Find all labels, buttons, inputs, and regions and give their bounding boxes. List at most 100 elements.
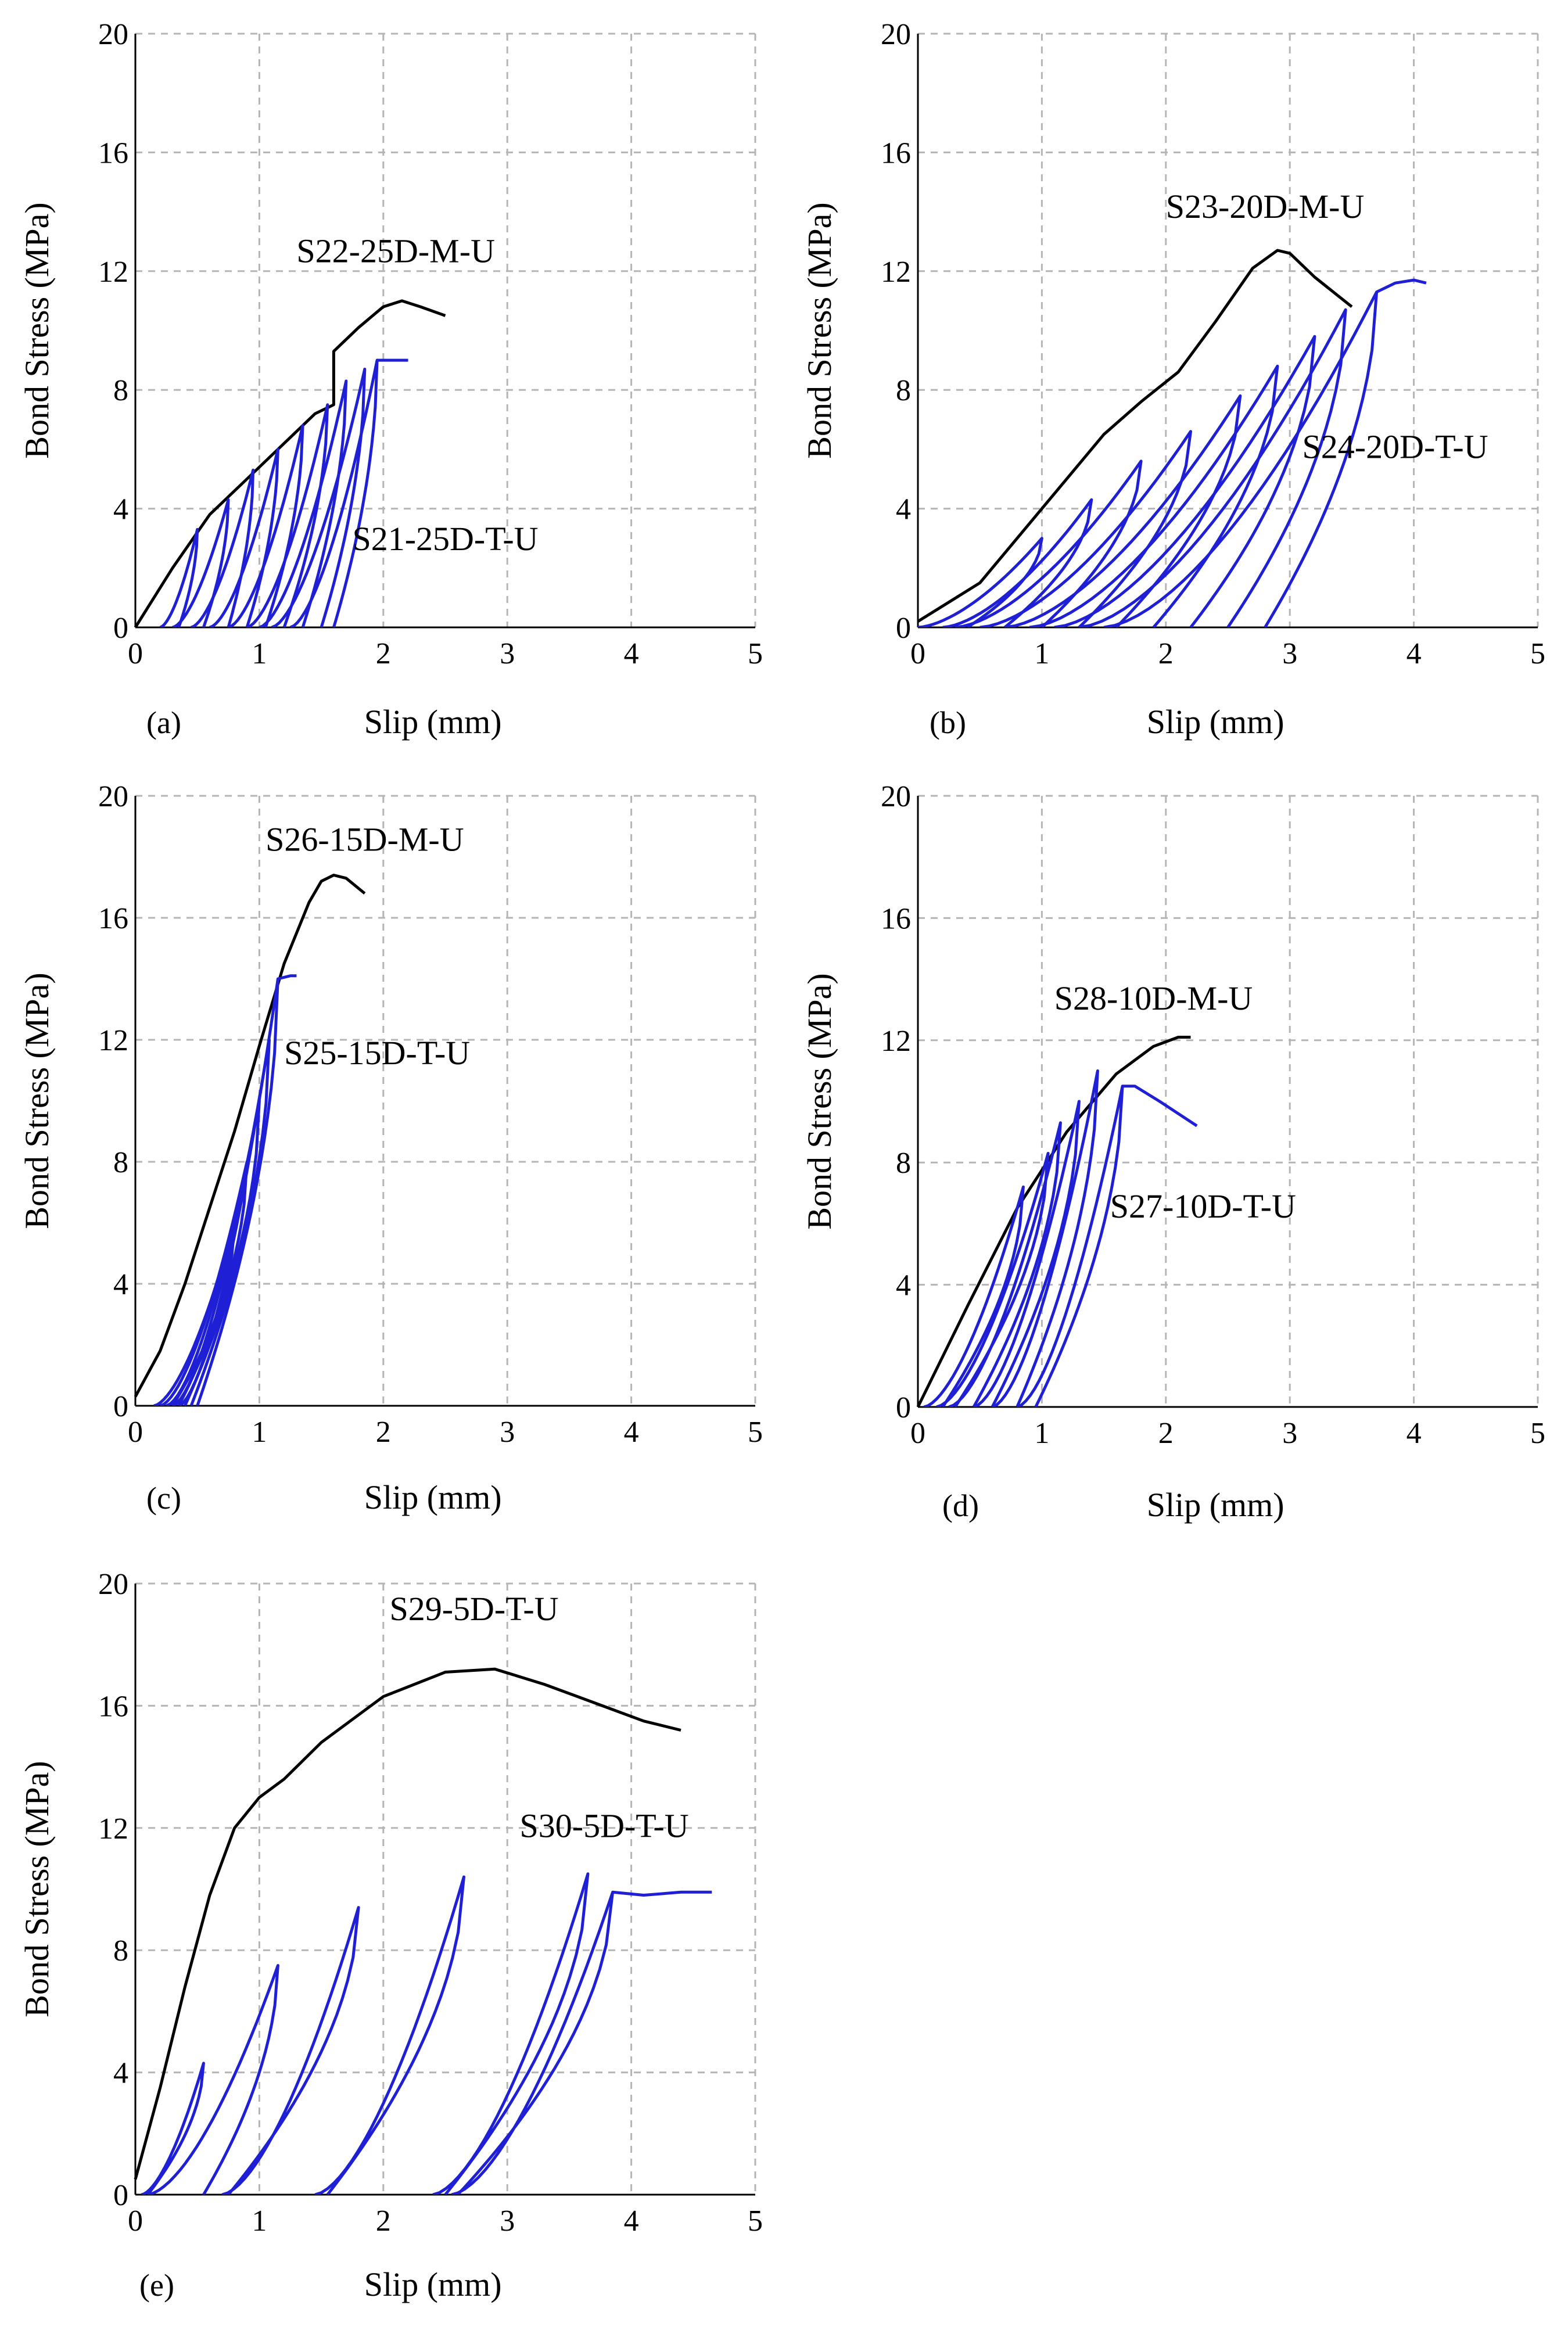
x-tick-label: 0 [910, 1417, 925, 1450]
y-tick-label: 0 [113, 2179, 128, 2212]
y-tick-label: 0 [113, 1390, 128, 1423]
panel-label: (d) [942, 1488, 979, 1523]
x-tick-label: 1 [252, 1416, 267, 1449]
cycle-loop [451, 1890, 615, 2195]
y-tick-label: 16 [881, 902, 911, 935]
x-tick-label: 5 [1530, 637, 1545, 670]
x-tick-label: 4 [624, 2205, 639, 2238]
x-axis-label: Slip (mm) [1147, 1486, 1284, 1524]
x-tick-label: 3 [500, 2205, 515, 2238]
cycle-loop [991, 1069, 1099, 1407]
series-annotation: S29-5D-T-U [389, 1590, 558, 1628]
monotonic-curve [134, 1667, 681, 2180]
cycle-loop [979, 430, 1192, 627]
y-axis-label: Bond Stress (MPa) [18, 972, 56, 1229]
x-tick-label: 4 [624, 637, 639, 670]
monotonic-curve [134, 299, 446, 629]
x-tick-label: 2 [376, 2205, 391, 2238]
cycle-loop [923, 1185, 1025, 1407]
y-tick-label: 12 [881, 256, 911, 289]
series-annotation: S24-20D-T-U [1303, 428, 1488, 466]
x-tick-label: 5 [748, 1416, 763, 1449]
y-tick-label: 4 [896, 493, 911, 526]
x-axis-label: Slip (mm) [1147, 703, 1284, 741]
y-tick-label: 4 [113, 493, 128, 526]
cycle-loop [171, 1038, 271, 1406]
monotonic-curve [134, 874, 366, 1398]
monotonic-curve [917, 249, 1353, 623]
y-tick-label: 8 [113, 1934, 128, 1968]
x-tick-label: 5 [748, 637, 763, 670]
y-axis-label: Bond Stress (MPa) [18, 1761, 56, 2017]
y-tick-label: 12 [881, 1025, 911, 1058]
cycle-loop [1029, 364, 1279, 627]
series-annotation: S28-10D-M-U [1054, 979, 1253, 1017]
series-annotation: S30-5D-T-U [520, 1807, 689, 1845]
y-tick-label: 4 [113, 1268, 128, 1301]
y-tick-label: 16 [98, 137, 128, 170]
y-tick-label: 20 [98, 780, 128, 813]
cyclic-envelope-tail [1376, 278, 1427, 293]
panel-label: (b) [930, 705, 966, 740]
x-axis-label: Slip (mm) [364, 2266, 502, 2303]
y-tick-label: 8 [113, 374, 128, 407]
x-tick-label: 4 [1406, 637, 1422, 670]
cycle-loop [209, 447, 279, 627]
y-axis-label: Bond Stress (MPa) [801, 973, 838, 1229]
y-tick-label: 20 [881, 780, 911, 813]
cycle-loop [191, 468, 255, 627]
x-tick-label: 1 [252, 637, 267, 670]
x-tick-label: 0 [128, 637, 143, 670]
cycle-loop [1054, 335, 1316, 627]
x-tick-label: 1 [1034, 637, 1049, 670]
x-tick-label: 1 [252, 2205, 267, 2238]
panel-label: (c) [146, 1481, 181, 1516]
cycle-loop [259, 379, 348, 627]
y-tick-label: 8 [113, 1146, 128, 1179]
y-axis-label: Bond Stress (MPa) [18, 202, 56, 458]
cycle-loop [942, 498, 1093, 627]
y-tick-label: 16 [98, 1690, 128, 1723]
x-axis-label: Slip (mm) [364, 703, 502, 741]
x-tick-label: 3 [500, 1416, 515, 1449]
x-tick-label: 0 [910, 637, 925, 670]
y-tick-label: 4 [896, 1269, 911, 1302]
cycle-loop [159, 527, 199, 627]
cycle-loop [432, 1872, 590, 2195]
cycle-loop [1078, 308, 1347, 627]
x-tick-label: 2 [1158, 637, 1174, 670]
y-tick-label: 8 [896, 1147, 911, 1180]
x-tick-label: 3 [1282, 637, 1297, 670]
y-tick-label: 12 [98, 256, 128, 289]
y-tick-label: 0 [896, 1391, 911, 1424]
x-tick-label: 2 [1158, 1417, 1174, 1450]
cycle-loop [955, 459, 1143, 627]
x-tick-label: 5 [1530, 1417, 1545, 1450]
cycle-loop [228, 424, 304, 627]
cyclic-envelope-tail [1122, 1085, 1198, 1128]
cyclic-envelope-tail [612, 1890, 712, 1897]
x-tick-label: 1 [1034, 1417, 1049, 1450]
series-annotation: S23-20D-M-U [1166, 188, 1365, 225]
y-tick-label: 8 [896, 374, 911, 407]
y-tick-label: 20 [98, 18, 128, 51]
cycle-loop [948, 1121, 1062, 1407]
cycle-loop [178, 977, 279, 1406]
x-tick-label: 0 [128, 1416, 143, 1449]
x-tick-label: 0 [128, 2205, 143, 2238]
cycle-loop [918, 537, 1043, 627]
x-tick-label: 5 [748, 2205, 763, 2238]
y-tick-label: 20 [98, 1568, 128, 1601]
cycle-loop [172, 498, 230, 627]
series-annotation: S26-15D-M-U [265, 821, 464, 859]
y-tick-label: 0 [896, 612, 911, 645]
x-tick-label: 4 [624, 1416, 639, 1449]
cycle-loop [221, 1906, 360, 2195]
panel-label: (e) [139, 2268, 174, 2303]
cycle-loop [147, 1964, 279, 2195]
